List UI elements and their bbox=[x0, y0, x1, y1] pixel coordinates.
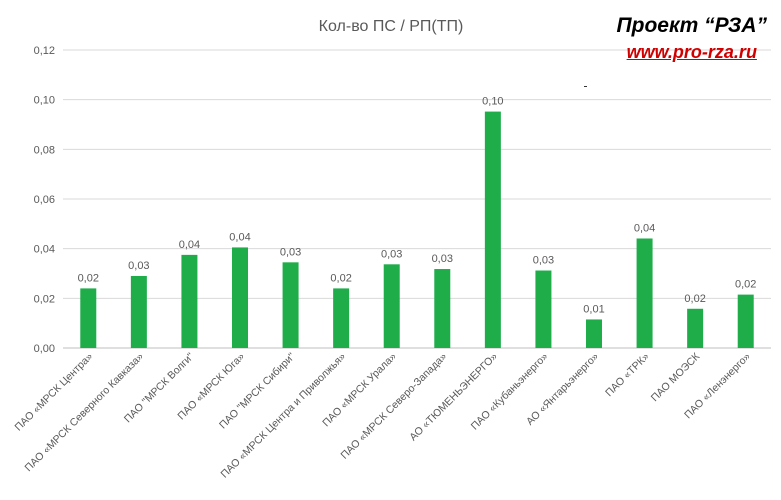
data-label: 0,03 bbox=[280, 246, 301, 258]
bar bbox=[383, 264, 400, 348]
bar bbox=[737, 294, 754, 348]
data-labels: 0,02 0,03 0,04 0,04 0,03 0,02 0,03 0,03 0,10 0,03… bbox=[78, 96, 757, 316]
data-label: 0,03 bbox=[381, 248, 402, 260]
bar bbox=[181, 254, 198, 348]
data-label: 0,03 bbox=[533, 255, 554, 267]
y-tick-label: 0,04 bbox=[34, 244, 55, 256]
data-label: 0,02 bbox=[735, 279, 756, 291]
y-tick-label: 0,02 bbox=[34, 293, 55, 305]
y-tick-label: 0,10 bbox=[34, 95, 55, 107]
data-label: 0,02 bbox=[330, 272, 351, 284]
bar bbox=[282, 262, 299, 348]
chart-title: Кол-во ПС / РП(ТП) bbox=[319, 18, 464, 35]
bars bbox=[80, 111, 754, 348]
x-tick-label: ПАО «МРСК Северо-Запада» bbox=[338, 351, 449, 462]
data-label: 0,03 bbox=[128, 260, 149, 272]
data-label: 0,01 bbox=[583, 303, 604, 315]
bar bbox=[586, 319, 602, 348]
decorative-dash bbox=[584, 86, 587, 87]
y-tick-label: 0,08 bbox=[34, 144, 55, 156]
data-label: 0,04 bbox=[634, 222, 655, 234]
x-tick-label: ПАО МОЭСК bbox=[649, 350, 703, 404]
bar bbox=[333, 288, 350, 348]
y-axis-ticks: 0,00 0,02 0,04 0,06 0,08 0,10 0,12 bbox=[34, 45, 55, 355]
data-label: 0,04 bbox=[229, 231, 250, 243]
bar bbox=[130, 275, 147, 348]
y-tick-label: 0,12 bbox=[34, 45, 55, 57]
brand-title: Проект “РЗА” bbox=[616, 14, 767, 37]
data-label: 0,02 bbox=[78, 272, 99, 284]
y-tick-label: 0,00 bbox=[34, 343, 55, 355]
bar bbox=[80, 288, 97, 348]
bar bbox=[535, 270, 552, 348]
x-tick-label: АО «ТЮМЕНЬЭНЕРГО» bbox=[407, 351, 500, 444]
bar bbox=[434, 269, 451, 348]
data-label: 0,02 bbox=[684, 293, 705, 305]
brand-watermark: Проект “РЗА” www.pro-rza.ru bbox=[617, 14, 767, 63]
data-label: 0,03 bbox=[432, 253, 453, 265]
brand-url-link[interactable]: www.pro-rza.ru bbox=[626, 42, 757, 62]
x-axis-ticks: ПАО «МРСК Центра»ПАО «МРСК Северного Кав… bbox=[13, 350, 753, 480]
data-label: 0,10 bbox=[482, 96, 503, 108]
bar bbox=[232, 247, 248, 348]
bar bbox=[484, 111, 501, 348]
y-tick-label: 0,06 bbox=[34, 194, 55, 206]
x-tick-label: ПАО «ТРК» bbox=[603, 351, 652, 400]
bar bbox=[636, 238, 653, 348]
bar bbox=[687, 308, 704, 348]
gridlines bbox=[63, 49, 771, 299]
data-label: 0,04 bbox=[179, 239, 200, 251]
